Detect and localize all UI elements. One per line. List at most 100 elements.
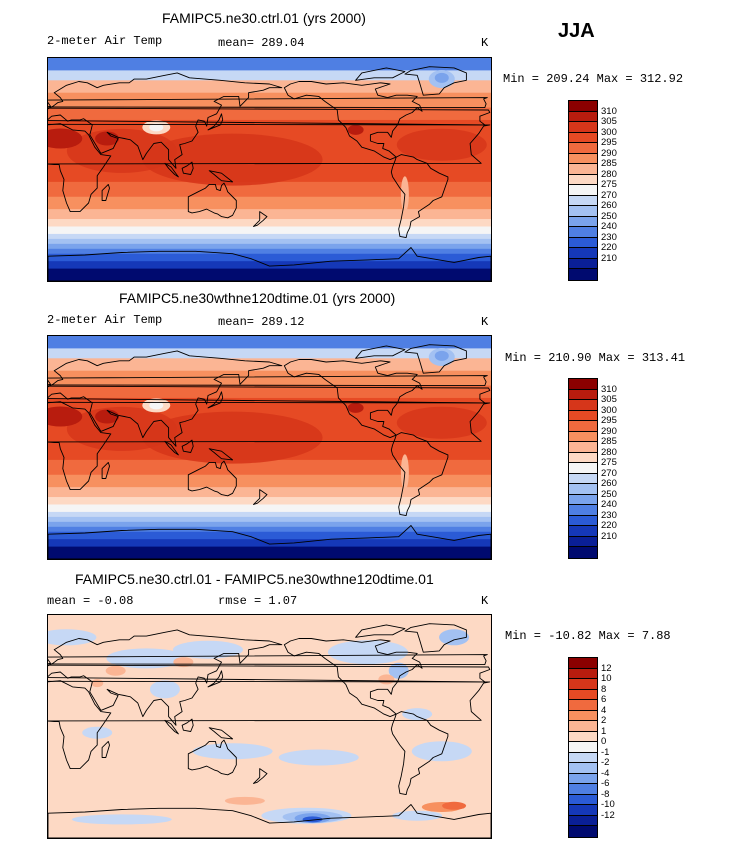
colorbar-tick-label: 8 (601, 683, 607, 695)
colorbar-tick-label: 12 (601, 662, 612, 674)
warm-pool (142, 411, 323, 464)
coastline (283, 359, 423, 439)
colorbar-swatch (569, 195, 597, 206)
temperature-band (48, 70, 491, 81)
temperature-band (48, 358, 491, 372)
colorbar-swatch (569, 763, 597, 774)
temperature-band (48, 261, 491, 270)
difference-anomaly (224, 796, 265, 805)
colorbar-swatch (569, 442, 597, 453)
colorbar-swatch (569, 721, 597, 732)
colorbar-tick-label: 250 (601, 210, 617, 222)
coastline (207, 391, 224, 409)
coastline (48, 97, 488, 109)
colorbar-swatch (569, 547, 597, 558)
coastline (355, 67, 406, 81)
coastline (207, 113, 224, 131)
map-field (48, 615, 491, 838)
coastline (48, 375, 488, 387)
colorbar-swatch (569, 710, 597, 721)
hot-spot (347, 124, 364, 135)
temperature-band (48, 511, 491, 518)
coastline (101, 461, 110, 479)
colorbar-tick-label: 290 (601, 425, 617, 437)
difference-anomaly (439, 629, 470, 646)
colorbar-swatch (569, 185, 597, 196)
coastline (181, 439, 194, 453)
temperature-band (48, 504, 491, 513)
coastline (48, 379, 51, 386)
colorbar-tick-label: 6 (601, 694, 607, 705)
units-label: K (481, 594, 489, 608)
colorbar-swatch (569, 132, 597, 143)
mean-label: mean= 289.04 (218, 36, 305, 50)
temperature-band (48, 196, 491, 210)
coastline (48, 72, 283, 169)
temperature-band (48, 181, 491, 198)
coastline (253, 489, 268, 505)
coastline (208, 170, 234, 183)
coastline (48, 350, 283, 447)
hot-spot (48, 406, 83, 427)
temperature-band (48, 80, 491, 94)
coastline (48, 401, 112, 491)
map-plot (47, 335, 492, 560)
coastline (48, 804, 491, 838)
colorbar-swatch (569, 431, 597, 442)
colorbar-tick-label: 240 (601, 221, 617, 232)
colorbar-swatch (569, 206, 597, 217)
coastline (48, 525, 491, 559)
coastline (390, 432, 449, 517)
coastline (48, 123, 112, 213)
colorbar-swatch (569, 410, 597, 421)
temperature-band (48, 459, 491, 476)
temperature-band (48, 531, 491, 540)
colorbar-swatch (569, 164, 597, 175)
hot-spot (347, 402, 364, 413)
colorbar-tick-label: 305 (601, 116, 617, 127)
colorbar-swatch (569, 421, 597, 432)
colorbar-swatch (569, 101, 597, 112)
warm-pool (66, 406, 177, 451)
colorbar-tick-label: -12 (601, 809, 615, 821)
variable-label: 2-meter Air Temp (47, 34, 163, 48)
colorbar-tick-label: 300 (601, 404, 617, 416)
colorbar-swatch (569, 731, 597, 742)
temperature-band (48, 516, 491, 523)
coastline (283, 81, 423, 161)
colorbar-swatch (569, 258, 597, 269)
colorbar-swatch (569, 143, 597, 154)
difference-anomaly (378, 674, 395, 685)
colorbar-tick-label: 260 (601, 478, 617, 489)
panel-title: FAMIPC5.ne30.ctrl.01 - FAMIPC5.ne30wthne… (75, 571, 434, 587)
temperature-band (48, 92, 491, 109)
temperature-band (48, 539, 491, 548)
temperature-band (48, 348, 491, 359)
colorbar-tick-label: 220 (601, 520, 617, 531)
colorbar-tick-label: 295 (601, 415, 617, 426)
difference-anomaly (402, 708, 433, 721)
coastline (101, 183, 110, 201)
coastline (355, 345, 406, 359)
coastline (283, 638, 423, 718)
temperature-band (48, 253, 491, 262)
variable-label: 2-meter Air Temp (47, 313, 163, 327)
colorbar-tick-label: 280 (601, 446, 617, 458)
temperature-band (48, 487, 491, 498)
minmax-label: Min = 210.90 Max = 313.41 (505, 351, 686, 365)
colorbar-swatch (569, 794, 597, 805)
colorbar-tick-label: 240 (601, 499, 617, 510)
coastline (208, 727, 234, 740)
coastline (101, 740, 110, 758)
difference-anomaly (442, 801, 467, 810)
colorbar-tick-label: 290 (601, 147, 617, 159)
colorbar-swatch (569, 484, 597, 495)
coastline (48, 680, 112, 770)
colorbar-swatch (569, 174, 597, 185)
colorbar-tick-label: 210 (601, 252, 617, 264)
cool-spot (434, 350, 449, 361)
colorbar-swatch (569, 742, 597, 753)
temperature-band (48, 243, 491, 250)
colorbar-tick-label: 10 (601, 673, 612, 684)
colorbar-swatch (569, 515, 597, 526)
